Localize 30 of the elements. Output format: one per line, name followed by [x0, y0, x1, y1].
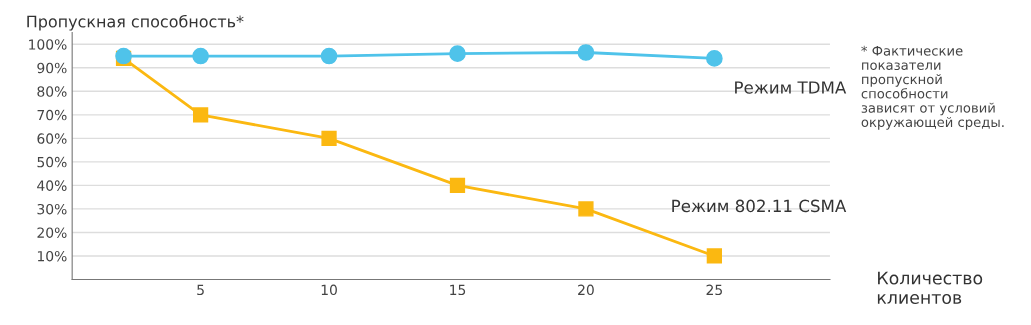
x-tick-label: 15 [450, 284, 466, 296]
series-label: Режим 802.11 CSMA [672, 199, 847, 213]
x-axis-title: Количество клиентов [877, 271, 983, 305]
y-tick-label: 80% [37, 86, 67, 97]
y-tick-label: 90% [37, 62, 67, 74]
text: * Фактические показатели пропускной способности зависят от условий окружающей среды. [861, 45, 1004, 130]
series-label: Режим TDMA [735, 81, 847, 94]
x-tick-label: 25 [706, 284, 722, 296]
point [192, 107, 209, 123]
point [577, 44, 595, 61]
y-tick-label: 50% [37, 156, 67, 168]
y-tick-label: 20% [37, 227, 67, 238]
point [449, 177, 466, 194]
point [578, 201, 594, 217]
x-tick-label: 20 [578, 284, 594, 296]
point [449, 45, 466, 63]
y-tick-label: 10% [37, 250, 67, 262]
y-tick-label: 70% [37, 109, 67, 121]
point [320, 47, 338, 65]
y-axis-title: Пропускная способность* [27, 14, 244, 31]
x-tick-label: 10 [321, 284, 337, 296]
point [706, 248, 723, 264]
point [706, 50, 723, 67]
point [321, 130, 337, 146]
y-tick-label: 40% [37, 180, 67, 191]
y-tick-label: 30% [37, 203, 67, 215]
y-tick-label: 60% [37, 133, 67, 144]
point [192, 47, 209, 65]
x-tick-label: 5 [197, 284, 204, 296]
y-tick-label: 100% [29, 39, 67, 50]
